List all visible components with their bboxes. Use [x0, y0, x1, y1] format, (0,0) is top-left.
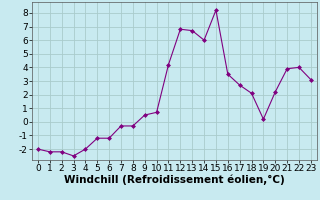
- X-axis label: Windchill (Refroidissement éolien,°C): Windchill (Refroidissement éolien,°C): [64, 175, 285, 185]
